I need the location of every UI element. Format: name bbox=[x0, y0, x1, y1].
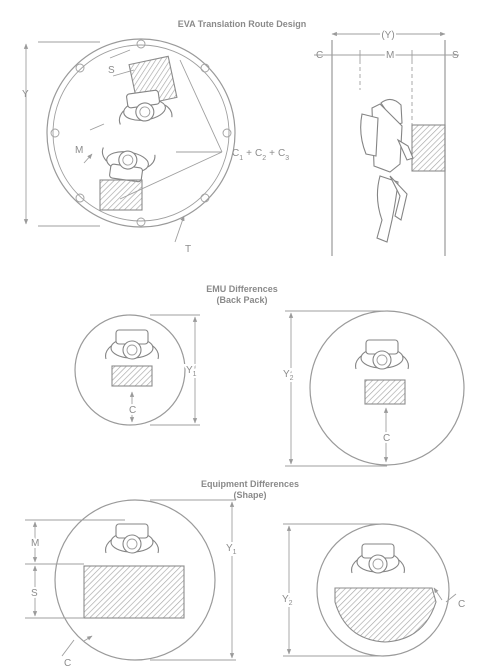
label-y-tunnel: Y bbox=[22, 89, 29, 100]
label-y1-equip: Y1 bbox=[226, 543, 237, 556]
label-c-sum: C1 + C2 + C3 bbox=[232, 148, 289, 162]
lower-crewmember bbox=[98, 146, 156, 211]
upper-crewmember bbox=[115, 55, 178, 126]
label-m-side: M bbox=[386, 50, 394, 61]
label-c-emu-large: C bbox=[383, 433, 390, 444]
side-equipment bbox=[411, 124, 446, 172]
label-y2-equip: Y2 bbox=[282, 594, 293, 607]
title-emu-backpack: (Back Pack) bbox=[216, 295, 267, 305]
label-y2-emu: Y2 bbox=[283, 369, 294, 382]
label-s-side: S bbox=[452, 50, 459, 61]
tunnel-cross-section bbox=[46, 38, 236, 228]
label-m-tunnel: M bbox=[75, 145, 83, 156]
label-y-paren: (Y) bbox=[381, 30, 394, 41]
label-m-equip: M bbox=[31, 538, 39, 549]
emu-large-cross-section: C Y2 bbox=[281, 310, 465, 467]
title-emu-differences: EMU Differences bbox=[206, 284, 278, 294]
label-t-tunnel: T bbox=[185, 244, 191, 255]
label-s-equip: S bbox=[31, 588, 38, 599]
title-eva-translation: EVA Translation Route Design bbox=[178, 19, 307, 29]
label-c-equip-round: C bbox=[458, 599, 465, 610]
equipment-rounded-cross-section: Y2 C bbox=[280, 523, 465, 657]
title-equipment-shape: (Shape) bbox=[233, 490, 266, 500]
side-view: (Y) C M S bbox=[314, 28, 459, 256]
label-c-equip-rect: C bbox=[64, 658, 71, 669]
emu-small-cross-section: C Y1 bbox=[74, 314, 200, 426]
title-equipment-differences: Equipment Differences bbox=[201, 479, 299, 489]
label-c-side: C bbox=[316, 50, 323, 61]
label-s-tunnel: S bbox=[108, 65, 115, 76]
equipment-rectangular-cross-section: M S Y1 C bbox=[25, 499, 239, 669]
label-y1-emu: Y1 bbox=[186, 365, 197, 378]
label-c-emu-small: C bbox=[129, 405, 136, 416]
